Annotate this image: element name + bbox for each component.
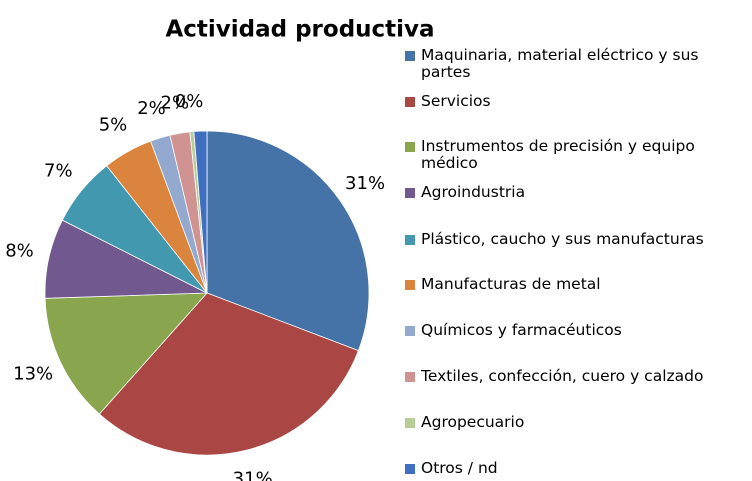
legend-item: Químicos y farmacéuticos [405, 322, 745, 339]
pie-slice [98, 292, 359, 456]
data-label: 8% [5, 241, 34, 262]
legend-label: Otros / nd [421, 459, 498, 477]
legend-item: Instrumentos de precisión y equipo médic… [405, 138, 745, 172]
legend-item: Plástico, caucho y sus manufacturas [405, 231, 745, 248]
legend-swatch [405, 326, 415, 336]
legend-swatch [405, 464, 415, 474]
legend-label: Maquinaria, material eléctrico y sus par… [421, 46, 699, 81]
data-label: 5% [99, 115, 128, 136]
pie-slice [44, 292, 208, 415]
legend-swatch [405, 142, 415, 152]
pie-slice [193, 130, 208, 294]
data-label: 7% [44, 161, 73, 182]
legend-label: Instrumentos de precisión y equipo médic… [421, 137, 695, 172]
legend-swatch [405, 372, 415, 382]
legend-item: Agropecuario [405, 414, 745, 431]
legend-item: Otros / nd [405, 460, 745, 477]
legend-label: Agropecuario [421, 413, 525, 431]
legend-swatch [405, 418, 415, 428]
legend-label: Manufacturas de metal [421, 275, 601, 293]
legend-swatch [405, 188, 415, 198]
pie-slice [206, 130, 370, 352]
chart-title: Actividad productiva [165, 17, 434, 43]
data-label: 2% [161, 93, 190, 114]
data-label: 0% [175, 91, 204, 112]
legend-label: Textiles, confección, cuero y calzado [421, 367, 704, 385]
legend-label: Plástico, caucho y sus manufacturas [421, 230, 704, 248]
data-label: 31% [233, 468, 273, 481]
legend-swatch [405, 51, 415, 61]
legend-item: Textiles, confección, cuero y calzado [405, 368, 745, 385]
legend-item: Servicios [405, 93, 745, 110]
legend-item: Maquinaria, material eléctrico y sus par… [405, 47, 745, 81]
data-label: 31% [345, 173, 385, 194]
legend-label: Químicos y farmacéuticos [421, 321, 622, 339]
legend-swatch [405, 235, 415, 245]
legend-item: Manufacturas de metal [405, 276, 745, 293]
legend-item: Agroindustria [405, 184, 745, 201]
legend-label: Agroindustria [421, 183, 526, 201]
legend-swatch [405, 97, 415, 107]
legend-swatch [405, 280, 415, 290]
data-label: 2% [137, 98, 166, 119]
data-label: 13% [13, 363, 53, 384]
legend-label: Servicios [421, 92, 491, 110]
